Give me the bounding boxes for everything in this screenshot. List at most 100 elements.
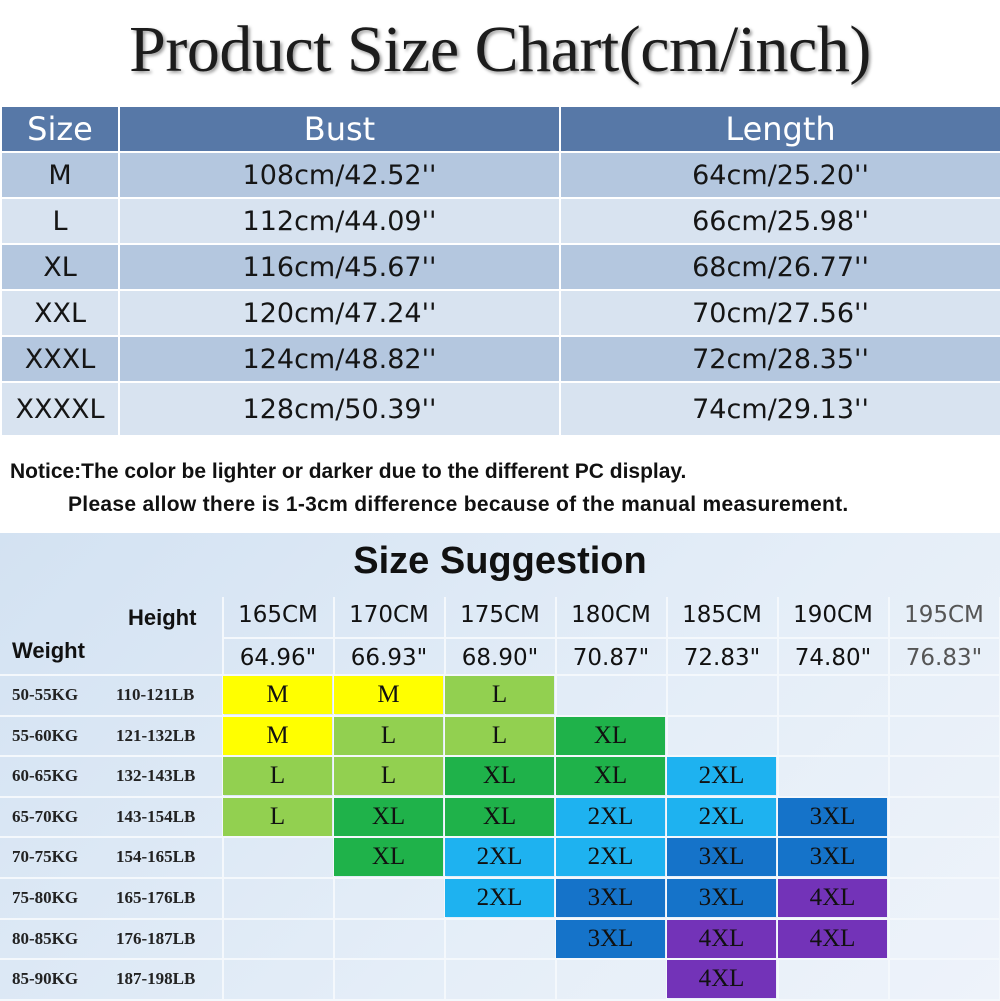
size-suggestion-cell: XL	[445, 798, 554, 836]
weight-kg-label: 80-85KG	[12, 929, 79, 948]
height-cm-label: 190CM	[793, 602, 873, 628]
grid-line	[0, 918, 1000, 920]
height-cm-label: 180CM	[571, 602, 651, 628]
grid-line	[0, 674, 1000, 676]
size-suggestion-cell: 3XL	[667, 879, 776, 917]
weight-lb-label: 154-165LB	[116, 847, 196, 866]
weight-kg-label: 50-55KG	[12, 685, 79, 704]
length-cell: 72cm/28.35''	[559, 335, 1000, 383]
size-cell: M	[0, 151, 120, 199]
grid-line	[0, 877, 1000, 879]
size-suggestion-cell: M	[334, 676, 443, 714]
size-cell: XXXL	[0, 335, 120, 383]
size-suggestion-cell: 4XL	[667, 960, 776, 998]
grid-line	[0, 755, 1000, 757]
height-inch-label: 76.83"	[905, 645, 983, 671]
size-suggestion-cell: L	[334, 717, 443, 755]
size-suggestion-cell: 3XL	[556, 879, 665, 917]
size-suggestion-cell: M	[223, 717, 332, 755]
bust-cell: 108cm/42.52''	[118, 151, 561, 199]
length-cell: 74cm/29.13''	[559, 381, 1000, 437]
size-suggestion-cell: XL	[556, 717, 665, 755]
weight-lb-label: 176-187LB	[116, 929, 196, 948]
bust-cell: 124cm/48.82''	[118, 335, 561, 383]
weight-lb-label: 165-176LB	[116, 888, 196, 907]
size-suggestion-cell: XL	[334, 838, 443, 876]
size-cell: L	[0, 197, 120, 245]
grid-line	[0, 796, 1000, 798]
grid-line	[223, 637, 1000, 639]
table-row: M 108cm/42.52'' 64cm/25.20''	[0, 151, 1000, 199]
height-cm-label: 175CM	[460, 602, 540, 628]
size-suggestion-cell: 3XL	[778, 838, 887, 876]
size-suggestion-cell: 3XL	[667, 838, 776, 876]
size-table-header: Size Bust Length	[0, 105, 1000, 153]
height-inch-label: 72.83"	[683, 645, 761, 671]
height-cm-label: 165CM	[238, 602, 318, 628]
grid-line	[0, 958, 1000, 960]
size-suggestion-title: Size Suggestion	[353, 540, 647, 582]
size-cell: XL	[0, 243, 120, 291]
height-inch-label: 68.90"	[461, 645, 539, 671]
bust-cell: 112cm/44.09''	[118, 197, 561, 245]
size-suggestion-cell: 4XL	[778, 920, 887, 958]
table-row: XL 116cm/45.67'' 68cm/26.77''	[0, 243, 1000, 291]
notice-color: Notice:The color be lighter or darker du…	[10, 460, 687, 483]
size-suggestion-cell: 3XL	[556, 920, 665, 958]
size-suggestion-cell: 2XL	[667, 798, 776, 836]
grid-line	[0, 836, 1000, 838]
size-suggestion-cell: 3XL	[778, 798, 887, 836]
size-suggestion-cell: L	[445, 676, 554, 714]
table-row: XXL 120cm/47.24'' 70cm/27.56''	[0, 289, 1000, 337]
weight-lb-label: 143-154LB	[116, 807, 196, 826]
size-suggestion-cell: 2XL	[667, 757, 776, 795]
height-inch-label: 64.96"	[239, 645, 317, 671]
header-length: Length	[559, 105, 1000, 153]
size-suggestion-cell: L	[223, 798, 332, 836]
size-suggestion-cell: 2XL	[445, 838, 554, 876]
weight-lb-label: 121-132LB	[116, 726, 196, 745]
table-row: XXXL 124cm/48.82'' 72cm/28.35''	[0, 335, 1000, 383]
weight-lb-label: 110-121LB	[116, 685, 195, 704]
size-suggestion-cell: L	[223, 757, 332, 795]
bust-cell: 128cm/50.39''	[118, 381, 561, 437]
size-cell: XXXXL	[0, 381, 120, 437]
bust-cell: 116cm/45.67''	[118, 243, 561, 291]
weight-kg-label: 75-80KG	[12, 888, 79, 907]
height-label: Height	[128, 605, 197, 630]
height-inch-label: 66.93"	[350, 645, 428, 671]
size-suggestion-cell: 2XL	[556, 798, 665, 836]
weight-lb-label: 132-143LB	[116, 766, 196, 785]
table-row: L 112cm/44.09'' 66cm/25.98''	[0, 197, 1000, 245]
table-row: XXXXL 128cm/50.39'' 74cm/29.13''	[0, 381, 1000, 437]
height-cm-label: 170CM	[349, 602, 429, 628]
length-cell: 68cm/26.77''	[559, 243, 1000, 291]
height-cm-label: 195CM	[904, 602, 984, 628]
size-suggestion-cell: XL	[334, 798, 443, 836]
length-cell: 70cm/27.56''	[559, 289, 1000, 337]
weight-kg-label: 65-70KG	[12, 807, 79, 826]
size-suggestion-cell: L	[334, 757, 443, 795]
header-bust: Bust	[118, 105, 561, 153]
length-cell: 66cm/25.98''	[559, 197, 1000, 245]
size-cell: XXL	[0, 289, 120, 337]
notice-measurement: Please allow there is 1-3cm difference b…	[68, 493, 849, 516]
size-suggestion-cell: XL	[556, 757, 665, 795]
height-inch-label: 70.87"	[572, 645, 650, 671]
weight-kg-label: 85-90KG	[12, 969, 79, 988]
weight-kg-label: 70-75KG	[12, 847, 79, 866]
grid-line	[888, 597, 890, 1000]
grid-line	[0, 715, 1000, 717]
height-inch-label: 74.80"	[794, 645, 872, 671]
size-suggestion-cell: 2XL	[556, 838, 665, 876]
size-suggestion-cell: 4XL	[778, 879, 887, 917]
height-cm-label: 185CM	[682, 602, 762, 628]
weight-kg-label: 55-60KG	[12, 726, 79, 745]
size-suggestion-cell: M	[223, 676, 332, 714]
size-suggestion-cell: XL	[445, 757, 554, 795]
size-suggestion-cell: 4XL	[667, 920, 776, 958]
weight-label: Weight	[12, 638, 85, 663]
weight-kg-label: 60-65KG	[12, 766, 79, 785]
bust-cell: 120cm/47.24''	[118, 289, 561, 337]
page-title: Product Size Chart(cm/inch)	[129, 13, 871, 86]
